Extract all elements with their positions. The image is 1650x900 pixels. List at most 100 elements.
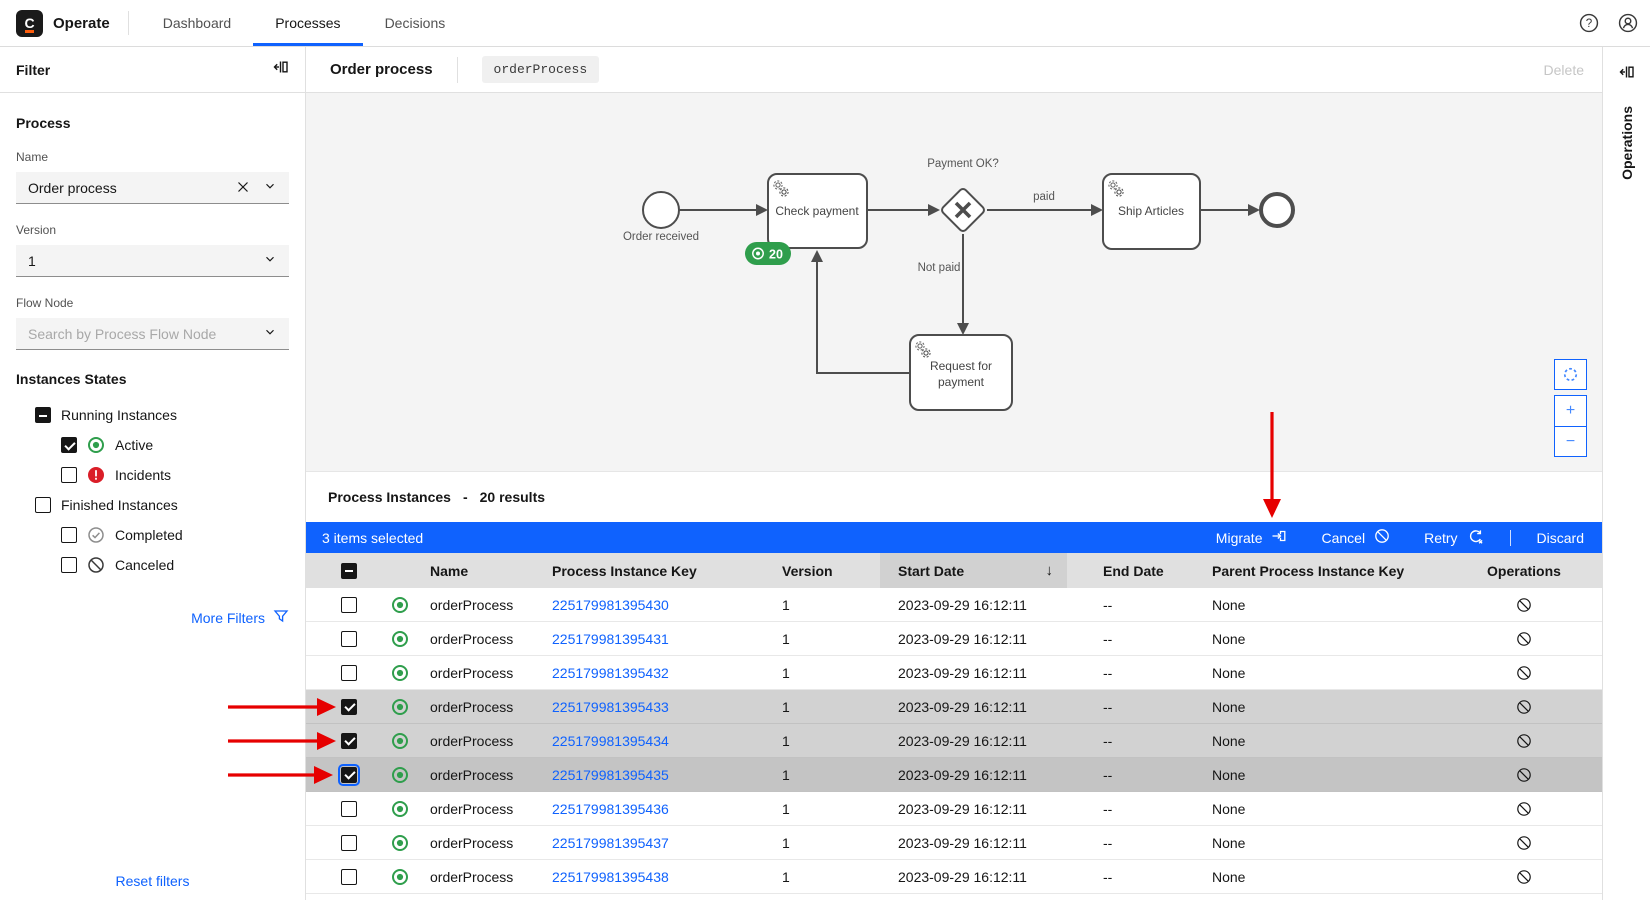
- cancel-operation-icon[interactable]: [1516, 631, 1532, 647]
- row-checkbox[interactable]: [341, 868, 357, 885]
- row-checkbox[interactable]: [341, 664, 357, 681]
- discard-button[interactable]: Discard: [1537, 530, 1584, 546]
- operation-cell[interactable]: [1446, 801, 1602, 817]
- diagram-zoom-in-button[interactable]: +: [1554, 395, 1587, 426]
- row-checkbox[interactable]: [341, 630, 357, 647]
- table-row[interactable]: orderProcess 225179981395432 1 2023-09-29 1…: [306, 656, 1602, 690]
- migrate-button[interactable]: Migrate: [1216, 528, 1288, 547]
- column-header-start-date[interactable]: Start Date ↓: [880, 553, 1067, 588]
- expand-panel-icon[interactable]: [1617, 62, 1637, 82]
- cancel-operation-icon[interactable]: [1516, 835, 1532, 851]
- table-row[interactable]: orderProcess 225179981395433 1 2023-09-29 1…: [306, 690, 1602, 724]
- checkbox[interactable]: [61, 467, 77, 483]
- checkbox[interactable]: [61, 527, 77, 543]
- task-ship-articles[interactable]: [1102, 173, 1201, 250]
- instance-key-link[interactable]: 225179981395436: [552, 800, 669, 817]
- column-header-end-date[interactable]: End Date: [1103, 562, 1164, 579]
- cancel-button[interactable]: Cancel: [1321, 528, 1390, 547]
- table-row[interactable]: orderProcess 225179981395434 1 2023-09-29 1…: [306, 724, 1602, 758]
- instance-key-link[interactable]: 225179981395434: [552, 732, 669, 749]
- end-event[interactable]: [1259, 192, 1295, 228]
- cancel-operation-icon[interactable]: [1516, 597, 1532, 613]
- row-checkbox[interactable]: [338, 763, 360, 786]
- row-checkbox[interactable]: [341, 732, 357, 749]
- row-checkbox[interactable]: [341, 800, 357, 817]
- flow-node-combobox[interactable]: Search by Process Flow Node: [16, 318, 289, 350]
- instance-key-link[interactable]: 225179981395430: [552, 596, 669, 613]
- cancel-operation-icon[interactable]: [1516, 767, 1532, 783]
- state-label: Active: [115, 437, 154, 453]
- table-row[interactable]: orderProcess 225179981395435 1 2023-09-29 1…: [306, 758, 1602, 792]
- diagram-reset-view-button[interactable]: [1554, 359, 1587, 390]
- version-select[interactable]: 1: [16, 245, 289, 277]
- column-header-key[interactable]: Process Instance Key: [552, 562, 697, 579]
- row-checkbox[interactable]: [341, 596, 357, 613]
- instance-key-link[interactable]: 225179981395438: [552, 868, 669, 885]
- instance-parent-key: None: [1212, 868, 1246, 885]
- start-event[interactable]: [642, 191, 680, 229]
- instance-key-link[interactable]: 225179981395437: [552, 834, 669, 851]
- cancel-operation-icon[interactable]: [1516, 699, 1532, 715]
- task-check-payment[interactable]: [767, 173, 868, 249]
- state-filter-running-instances[interactable]: Running Instances: [16, 400, 289, 430]
- state-filter-incidents[interactable]: Incidents: [16, 460, 289, 490]
- column-header-version[interactable]: Version: [782, 562, 833, 579]
- column-header-name[interactable]: Name: [430, 562, 469, 579]
- instance-key-link[interactable]: 225179981395431: [552, 630, 669, 647]
- state-label: Finished Instances: [61, 497, 178, 513]
- migrate-icon: [1271, 528, 1287, 547]
- process-name-combobox[interactable]: Order process: [16, 172, 289, 204]
- select-all-checkbox[interactable]: [341, 562, 357, 579]
- tab-decisions[interactable]: Decisions: [384, 15, 446, 31]
- operations-panel-title[interactable]: Operations: [1618, 106, 1635, 180]
- delete-button[interactable]: Delete: [1543, 61, 1584, 78]
- table-row[interactable]: orderProcess 225179981395430 1 2023-09-29 1…: [306, 588, 1602, 622]
- task-request-payment[interactable]: [909, 334, 1013, 411]
- diagram-zoom-out-button[interactable]: −: [1554, 426, 1587, 457]
- cancel-operation-icon[interactable]: [1516, 869, 1532, 885]
- chevron-down-icon[interactable]: [263, 179, 277, 196]
- chevron-down-icon[interactable]: [263, 252, 277, 269]
- checkbox[interactable]: [61, 437, 77, 453]
- table-row[interactable]: orderProcess 225179981395436 1 2023-09-29 1…: [306, 792, 1602, 826]
- help-icon[interactable]: ?: [1579, 13, 1599, 33]
- bpmn-diagram-canvas[interactable]: Order received Check payment 20 Payment …: [306, 93, 1602, 472]
- retry-button[interactable]: Retry: [1424, 528, 1483, 548]
- collapse-panel-icon[interactable]: [273, 59, 289, 80]
- state-filter-completed[interactable]: Completed: [16, 520, 289, 550]
- table-row[interactable]: orderProcess 225179981395437 1 2023-09-29 1…: [306, 826, 1602, 860]
- header-divider: [127, 11, 129, 35]
- table-row[interactable]: orderProcess 225179981395431 1 2023-09-29 1…: [306, 622, 1602, 656]
- operation-cell[interactable]: [1446, 869, 1602, 885]
- operation-cell[interactable]: [1446, 699, 1602, 715]
- cancel-operation-icon[interactable]: [1516, 665, 1532, 681]
- operation-cell[interactable]: [1446, 631, 1602, 647]
- tab-dashboard[interactable]: Dashboard: [162, 15, 232, 31]
- cancel-operation-icon[interactable]: [1516, 733, 1532, 749]
- checkbox[interactable]: [35, 497, 51, 513]
- operation-cell[interactable]: [1446, 665, 1602, 681]
- checkbox[interactable]: [61, 557, 77, 573]
- instance-key-link[interactable]: 225179981395435: [552, 766, 669, 783]
- row-checkbox[interactable]: [341, 698, 357, 715]
- state-filter-canceled[interactable]: Canceled: [16, 550, 289, 580]
- operation-cell[interactable]: [1446, 597, 1602, 613]
- state-filter-active[interactable]: Active: [16, 430, 289, 460]
- more-filters-link[interactable]: More Filters: [16, 608, 289, 627]
- table-row[interactable]: orderProcess 225179981395438 1 2023-09-29 1…: [306, 860, 1602, 894]
- tab-processes[interactable]: Processes: [253, 0, 362, 46]
- operation-cell[interactable]: [1446, 835, 1602, 851]
- state-filter-finished-instances[interactable]: Finished Instances: [16, 490, 289, 520]
- checkbox[interactable]: [35, 407, 51, 423]
- column-header-parent-key[interactable]: Parent Process Instance Key: [1212, 562, 1405, 579]
- cancel-operation-icon[interactable]: [1516, 801, 1532, 817]
- user-icon[interactable]: [1618, 13, 1638, 33]
- row-checkbox[interactable]: [341, 834, 357, 851]
- clear-icon[interactable]: [237, 180, 249, 196]
- chevron-down-icon[interactable]: [263, 325, 277, 342]
- operation-cell[interactable]: [1446, 733, 1602, 749]
- instance-key-link[interactable]: 225179981395433: [552, 698, 669, 715]
- operation-cell[interactable]: [1446, 767, 1602, 783]
- reset-filters-link[interactable]: Reset filters: [115, 873, 190, 889]
- instance-key-link[interactable]: 225179981395432: [552, 664, 669, 681]
